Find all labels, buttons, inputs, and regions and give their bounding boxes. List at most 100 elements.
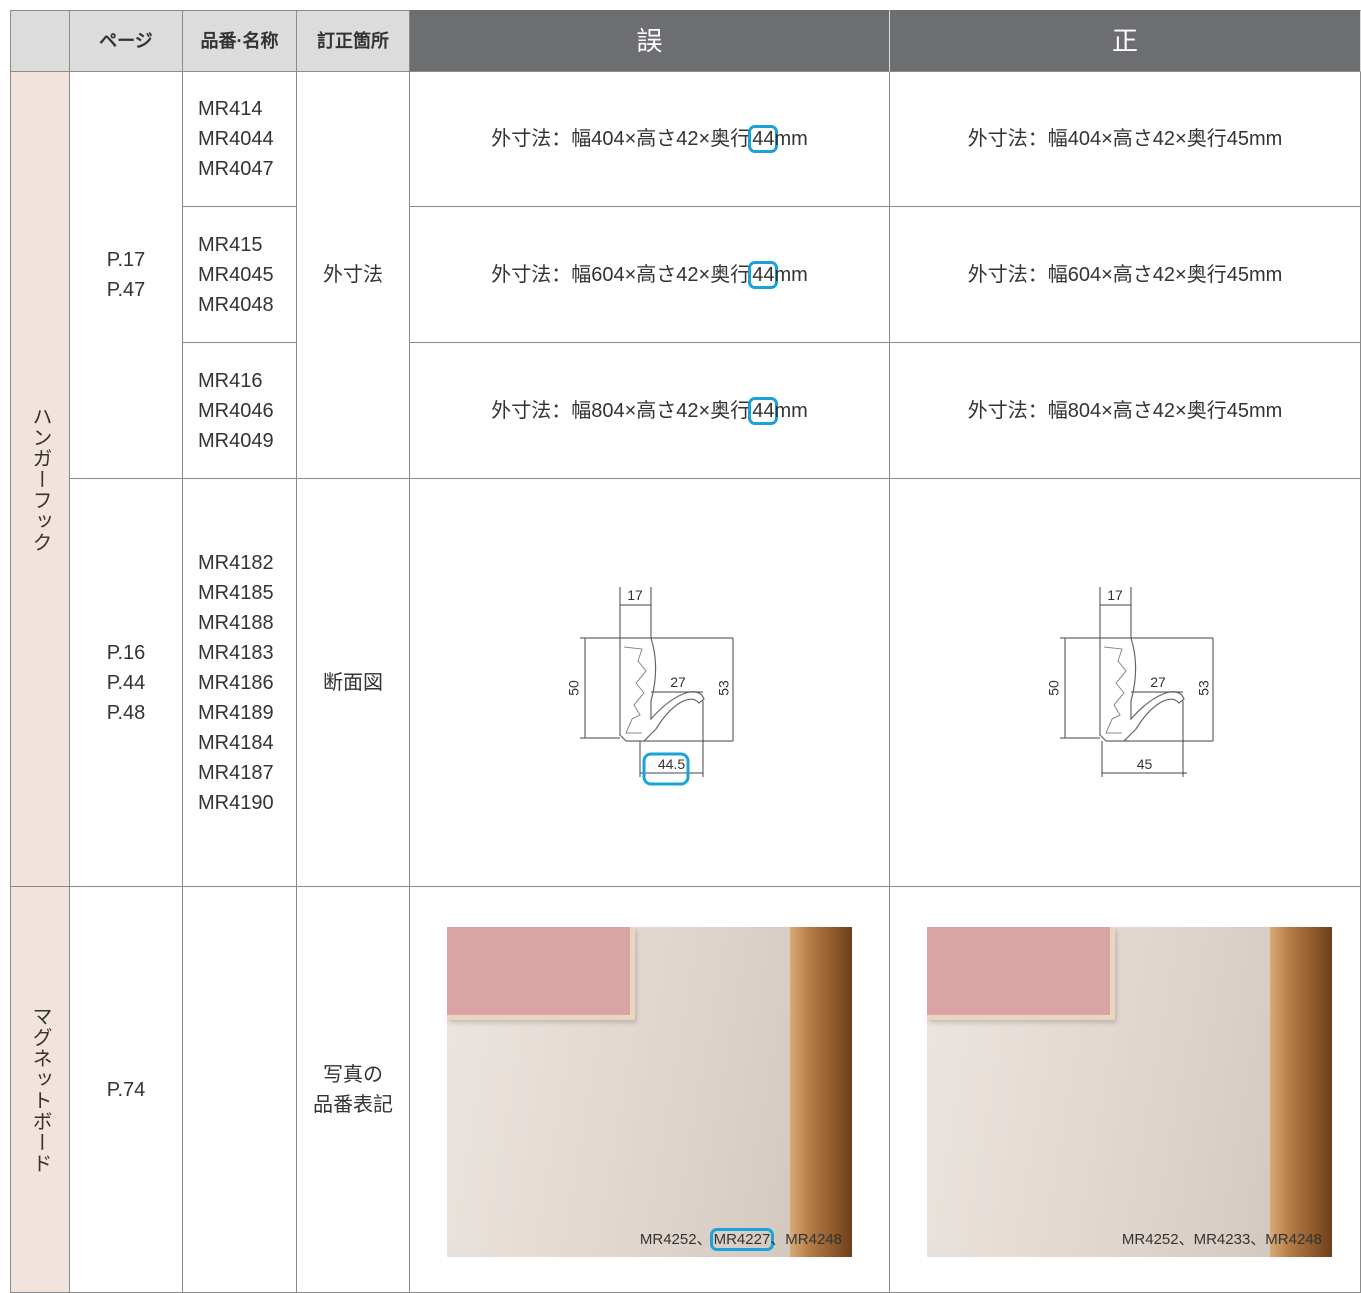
text-part: 外寸法：幅604×高さ42×奥行 [491,263,751,286]
location-cell: 外寸法 [297,72,410,479]
wrong-cell: 外寸法：幅604×高さ42×奥行 44mm [410,207,890,343]
page-cell: P.74 [70,887,183,1293]
location-text: 写真の [323,1063,383,1086]
product-code: MR4049 [198,429,274,452]
product-code: MR4189 [198,701,274,724]
right-cell: MR4252、MR4233、MR4248 [890,887,1361,1293]
highlight-box [642,752,690,786]
location-cell: 写真の 品番表記 [297,887,410,1293]
page-ref: P.17 [106,249,146,271]
caption-highlight: MR4227 [709,1228,775,1251]
product-code: MR4187 [198,761,274,784]
header-cell: 訂正箇所 [297,10,410,72]
right-cell: 外寸法：幅604×高さ42×奥行45mm [890,207,1361,343]
product-code: MR416 [198,369,263,392]
profile [619,637,705,742]
category-cell: ハンガーフック [10,72,70,887]
section-diagram: 17 50 53 27 45 [1046,587,1214,777]
product-code: MR4182 [198,551,274,574]
product-code: MR4046 [198,399,274,422]
right-text: 外寸法：幅804×高さ42×奥行45mm [967,399,1283,422]
dimension-label: 27 [670,674,686,690]
highlight-text: 44 [748,125,779,153]
photo-board [927,927,1115,1020]
page-cell: P.16 P.44 P.48 [70,479,183,887]
dimension-label: 17 [1107,587,1123,603]
right-cell: 外寸法：幅804×高さ42×奥行45mm [890,343,1361,479]
product-cell: MR4182 MR4185 MR4188 MR4183 MR4186 MR4189 MR41… [183,479,297,887]
product-code: MR4188 [198,611,274,634]
product-cell: MR416 MR4046 MR4049 [183,343,297,479]
wrong-text: 外寸法：幅404×高さ42×奥行 44mm [491,124,808,154]
dimension-label: 50 [1046,680,1062,696]
photo: MR4252、 MR4227、MR4248 [447,927,852,1257]
photo-frame [790,927,852,1257]
header-text: 正 [1111,26,1138,56]
header-cell: 正 [890,10,1361,72]
category-cell: マグネットボード [10,887,70,1293]
header-blank [10,10,70,72]
product-code: MR4047 [198,158,274,180]
dimension-label: 17 [627,587,643,603]
photo-caption: MR4252、 MR4227、MR4248 [639,1228,842,1251]
profile-detail [1103,646,1127,734]
header-cell: 品番·名称 [183,10,297,72]
right-cell: 外寸法：幅404×高さ42×奥行45mm [890,72,1361,207]
dimension-label: 50 [566,680,582,696]
category-label: マグネットボード [29,1005,51,1174]
text-part: 外寸法：幅804×高さ42×奥行 [491,399,751,422]
photo-frame [1270,927,1332,1257]
header-cell: ページ [70,10,183,72]
text-part: mm [774,128,808,150]
text-part: 外寸法：幅404×高さ42×奥行 [491,128,751,150]
caption-text: MR4252、 [639,1231,712,1248]
location-text: 品番表記 [313,1093,393,1116]
product-code: MR4184 [198,731,274,754]
wrong-cell: MR4252、 MR4227、MR4248 [410,887,890,1293]
photo-caption: MR4252、MR4233、MR4248 [1122,1229,1322,1251]
dimension-label: 53 [1196,680,1212,696]
product-code: MR414 [198,98,263,120]
photo-board [447,927,635,1020]
right-text: 外寸法：幅604×高さ42×奥行45mm [967,263,1283,286]
photo: MR4252、MR4233、MR4248 [927,927,1332,1257]
profile [1099,637,1185,742]
dimension-label: 44.5 [658,756,685,772]
dimension-label: 45 [1137,756,1153,772]
right-cell: 17 50 53 27 45 [890,479,1361,887]
category-label: ハンガーフック [29,405,51,553]
right-text: 外寸法：幅404×高さ42×奥行45mm [967,128,1283,150]
product-code: MR4044 [198,128,274,150]
page-ref: P.16 [106,641,146,664]
wrong-cell: 外寸法：幅804×高さ42×奥行 44mm [410,343,890,479]
page-ref: P.44 [106,671,146,694]
wrong-text: 外寸法：幅604×高さ42×奥行 44mm [491,260,808,290]
profile-detail [623,646,647,734]
header-text: 誤 [636,26,663,56]
product-code: MR415 [198,233,263,256]
page-cell: P.17 P.47 [70,72,183,479]
location-text: 外寸法 [323,264,383,286]
highlight-text: 44 [748,260,779,289]
wrong-cell: 17 50 53 27 44.5 [410,479,890,887]
product-code: MR4048 [198,293,274,316]
dimension-label: 53 [716,680,732,696]
caption-text: MR4252、MR4233、MR4248 [1121,1231,1322,1248]
product-code: MR4183 [198,641,274,664]
dimension-label: 27 [1150,674,1166,690]
product-code: MR4190 [198,791,274,814]
product-cell: MR414 MR4044 MR4047 [183,72,297,207]
product-cell: MR415 MR4045 MR4048 [183,207,297,343]
header-text: 品番·名称 [200,31,279,51]
text-part: mm [774,399,808,422]
wrong-cell: 外寸法：幅404×高さ42×奥行 44mm [410,72,890,207]
page-ref: P.48 [106,701,146,724]
product-code: MR4185 [198,581,274,604]
product-code: MR4186 [198,671,274,694]
page-ref: P.47 [106,279,146,301]
product-cell [183,887,297,1293]
wrong-text: 外寸法：幅804×高さ42×奥行 44mm [491,396,808,426]
product-code: MR4045 [198,263,274,286]
text-part: mm [774,263,808,286]
